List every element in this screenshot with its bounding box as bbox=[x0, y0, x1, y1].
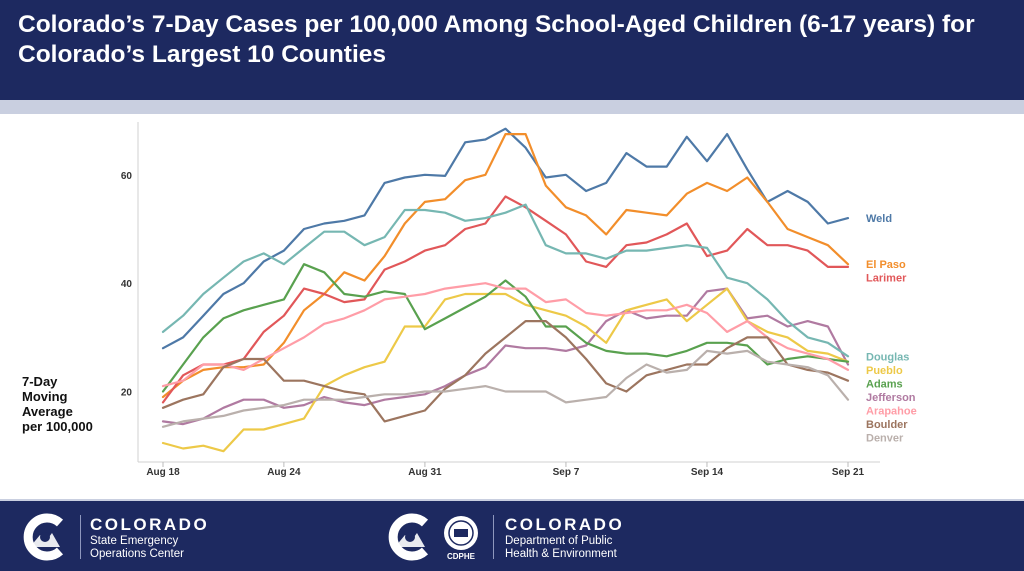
series-line-larimer bbox=[161, 195, 850, 404]
footer: COLORADO State Emergency Operations Cent… bbox=[0, 501, 1024, 571]
series-label-arapahoe: Arapahoe bbox=[866, 405, 917, 417]
org-name: COLORADO bbox=[90, 515, 210, 534]
y-axis-label-line: Average bbox=[22, 404, 73, 419]
series-label-adams: Adams bbox=[866, 378, 903, 390]
logo-divider bbox=[80, 515, 81, 559]
series-label-denver: Denver bbox=[866, 432, 904, 444]
org-line-1: Department of Public bbox=[505, 535, 613, 547]
header-band bbox=[0, 100, 1024, 114]
org-line-2: Operations Center bbox=[90, 548, 184, 560]
series-label-jefferson: Jefferson bbox=[866, 392, 916, 404]
series-label-larimer: Larimer bbox=[866, 273, 907, 285]
x-tick-label: Sep 14 bbox=[691, 467, 724, 478]
line-chart: 20 40 60 Aug 18 Aug 24 Aug 31 Sep 7 Sep 14 Sep 2… bbox=[121, 122, 917, 478]
x-tick-label: Sep 21 bbox=[832, 467, 865, 478]
seoc-text: COLORADO State Emergency Operations Cent… bbox=[90, 515, 209, 561]
cdphe-seal-icon: CDPHE bbox=[444, 516, 478, 561]
series-label-el-paso: El Paso bbox=[866, 259, 906, 271]
seoc-logo-block: COLORADO State Emergency Operations Cent… bbox=[20, 511, 260, 563]
y-axis-label: 7-Day Moving Average per 100,000 bbox=[22, 374, 132, 434]
y-tick-label: 60 bbox=[121, 171, 133, 182]
cdphe-logo-block: CDPHE COLORADO Department of Public Heal… bbox=[385, 511, 685, 563]
page-title: Colorado’s 7-Day Cases per 100,000 Among… bbox=[18, 11, 975, 68]
series-line-jefferson bbox=[161, 287, 850, 426]
logo-divider bbox=[493, 515, 494, 559]
series-line-denver bbox=[161, 349, 850, 428]
x-tick-label: Aug 18 bbox=[146, 467, 180, 478]
series-label-weld: Weld bbox=[866, 213, 892, 225]
title-bar: Colorado’s 7-Day Cases per 100,000 Among… bbox=[0, 0, 1024, 100]
series-label-pueblo: Pueblo bbox=[866, 365, 903, 377]
y-tick-label: 40 bbox=[121, 279, 133, 290]
x-tick-label: Aug 31 bbox=[408, 467, 442, 478]
series-line-douglas bbox=[161, 203, 850, 358]
series-line-el-paso bbox=[161, 133, 850, 399]
org-line-1: State Emergency bbox=[90, 535, 179, 547]
org-line-2: Health & Environment bbox=[505, 548, 617, 560]
series-label-douglas: Douglas bbox=[866, 351, 909, 363]
footer-divider-line bbox=[0, 499, 1024, 501]
series-line-pueblo bbox=[161, 287, 850, 453]
chart-area: 20 40 60 Aug 18 Aug 24 Aug 31 Sep 7 Sep 14 Sep 2… bbox=[0, 114, 1024, 500]
colorado-c-logo-icon bbox=[23, 513, 64, 561]
series-line-arapahoe bbox=[161, 282, 850, 388]
x-tick-label: Aug 24 bbox=[267, 467, 301, 478]
y-tick-label: 20 bbox=[121, 388, 133, 399]
x-tick-label: Sep 7 bbox=[553, 467, 580, 478]
series-line-weld bbox=[161, 127, 850, 350]
cdphe-badge-text: CDPHE bbox=[447, 552, 476, 561]
y-axis-label-line: per 100,000 bbox=[22, 419, 93, 434]
y-axis-label-line: Moving bbox=[22, 389, 68, 404]
series-label-boulder: Boulder bbox=[866, 419, 908, 431]
y-axis-label-line: 7-Day bbox=[22, 374, 58, 389]
cdphe-text: COLORADO Department of Public Health & E… bbox=[505, 515, 624, 561]
colorado-c-logo-icon bbox=[388, 513, 429, 561]
org-name: COLORADO bbox=[505, 515, 625, 534]
series-line-boulder bbox=[161, 320, 850, 423]
